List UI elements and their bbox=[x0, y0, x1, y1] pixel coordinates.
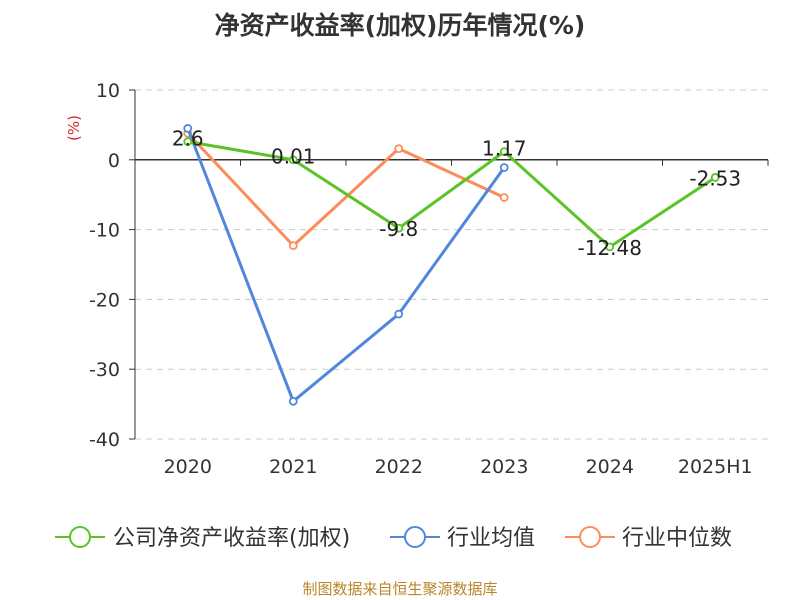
legend-label: 公司净资产收益率(加权) bbox=[113, 526, 350, 551]
x-tick-label: 2025H1 bbox=[678, 456, 753, 478]
series-line bbox=[186, 132, 505, 248]
axes: 10 0 -10 -20 -30 -40 2020 2021 2022 2023 2024 2025H… bbox=[89, 80, 769, 478]
x-tick-label: 2022 bbox=[375, 456, 423, 478]
data-label: 2.6 bbox=[172, 127, 204, 151]
x-tick-label: 2024 bbox=[586, 456, 634, 478]
data-point bbox=[288, 155, 298, 165]
data-point bbox=[499, 147, 509, 157]
data-point bbox=[288, 396, 298, 406]
legend-marker bbox=[579, 526, 601, 548]
data-point bbox=[183, 123, 193, 133]
y-tick-label: -40 bbox=[89, 429, 120, 451]
data-point bbox=[710, 173, 720, 182]
data-point bbox=[288, 241, 298, 251]
legend-label: 行业中位数 bbox=[622, 526, 732, 551]
legend-marker bbox=[404, 526, 426, 548]
legend-label: 行业均值 bbox=[447, 526, 535, 551]
legend-marker bbox=[69, 526, 91, 548]
x-tick-label: 2020 bbox=[164, 456, 212, 478]
data-label: -2.53 bbox=[689, 166, 741, 190]
y-tick-label: 0 bbox=[108, 150, 120, 172]
y-tick-label: -20 bbox=[89, 289, 120, 311]
legend: 公司净资产收益率(加权) 行业均值 行业中位数 bbox=[55, 526, 732, 551]
data-point bbox=[499, 193, 509, 202]
data-labels: 2.6 0.01 -9.8 1.17 -12.48 -2.53 bbox=[172, 127, 741, 260]
y-axis-unit-label: (%) bbox=[65, 115, 83, 141]
y-tick-label: -30 bbox=[89, 359, 120, 381]
x-tick-label: 2023 bbox=[480, 456, 528, 478]
data-point bbox=[394, 309, 404, 319]
data-point bbox=[499, 163, 509, 172]
source-note: 制图数据来自恒生聚源数据库 bbox=[302, 580, 498, 598]
series-line bbox=[187, 140, 717, 249]
y-tick-label: -10 bbox=[89, 220, 120, 242]
series-line bbox=[186, 127, 506, 403]
data-point bbox=[394, 144, 404, 154]
x-tick-label: 2021 bbox=[269, 456, 317, 478]
y-tick-label: 10 bbox=[96, 80, 120, 102]
data-label: 0.01 bbox=[271, 145, 316, 169]
data-point bbox=[183, 137, 193, 147]
data-point bbox=[605, 242, 615, 252]
chart-title: 净资产收益率(加权)历年情况(%) bbox=[214, 11, 586, 40]
series-lines bbox=[183, 123, 720, 406]
data-label: -12.48 bbox=[578, 236, 642, 260]
data-point bbox=[394, 223, 404, 233]
data-label: -9.8 bbox=[379, 217, 418, 241]
grid-lines bbox=[135, 89, 768, 440]
data-label: 1.17 bbox=[482, 137, 527, 161]
